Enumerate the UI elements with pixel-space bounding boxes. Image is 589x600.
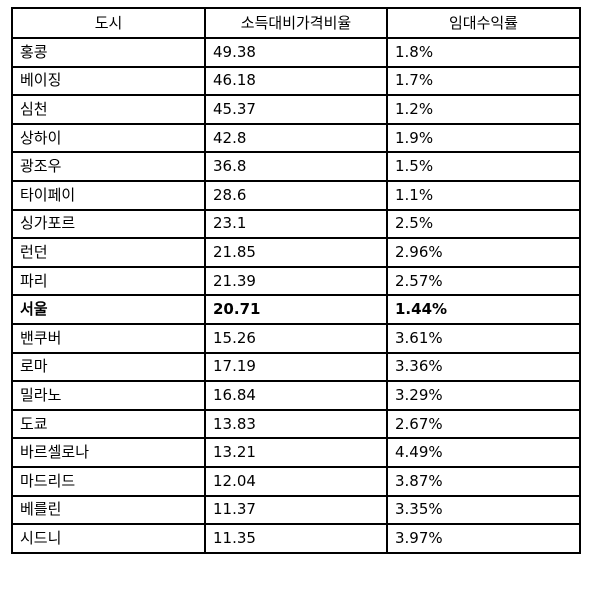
table-body: 홍콩 49.38 1.8% 베이징 46.18 1.7% 심천 45.37 1.2% 상하이 42.…	[11, 37, 581, 554]
cell-rental-yield: 3.87%	[386, 465, 581, 497]
cell-city: 도쿄	[11, 408, 206, 440]
cell-city: 광조우	[11, 151, 206, 182]
cell-rental-yield: 1.7%	[386, 65, 581, 97]
header-rental-yield: 임대수익률	[386, 7, 581, 39]
table-row: 베이징 46.18 1.7%	[11, 65, 581, 97]
cell-price-income-ratio: 15.26	[204, 322, 388, 354]
cell-rental-yield: 1.5%	[386, 151, 581, 182]
cell-price-income-ratio: 46.18	[204, 65, 388, 97]
table-row: 도쿄 13.83 2.67%	[11, 408, 581, 440]
table-row: 베를린 11.37 3.35%	[11, 494, 581, 526]
cell-price-income-ratio: 21.85	[204, 237, 388, 268]
cell-city: 타이페이	[11, 179, 206, 211]
cell-rental-yield: 2.57%	[386, 265, 581, 297]
table-row: 로마 17.19 3.36%	[11, 351, 581, 383]
cell-rental-yield: 2.96%	[386, 237, 581, 268]
table-row: 파리 21.39 2.57%	[11, 265, 581, 297]
table-row: 광조우 36.8 1.5%	[11, 151, 581, 182]
cell-city: 로마	[11, 351, 206, 383]
cell-rental-yield: 1.2%	[386, 94, 581, 125]
cell-price-income-ratio: 42.8	[204, 122, 388, 154]
cell-rental-yield: 3.35%	[386, 494, 581, 526]
cell-rental-yield: 1.9%	[386, 122, 581, 154]
table-row: 서울 20.71 1.44%	[11, 294, 581, 325]
cell-price-income-ratio: 23.1	[204, 208, 388, 240]
table-row: 바르셀로나 13.21 4.49%	[11, 437, 581, 468]
cell-price-income-ratio: 28.6	[204, 179, 388, 211]
header-row: 도시 소득대비가격비율 임대수익률	[11, 7, 581, 39]
table-row: 밀라노 16.84 3.29%	[11, 380, 581, 411]
table-row: 심천 45.37 1.2%	[11, 94, 581, 125]
cell-city: 싱가포르	[11, 208, 206, 240]
table-row: 홍콩 49.38 1.8%	[11, 37, 581, 68]
table-header: 도시 소득대비가격비율 임대수익률	[11, 7, 581, 39]
cell-price-income-ratio: 13.21	[204, 437, 388, 468]
cell-rental-yield: 3.97%	[386, 523, 581, 554]
cell-city: 런던	[11, 237, 206, 268]
cell-price-income-ratio: 49.38	[204, 37, 388, 68]
header-city: 도시	[11, 7, 206, 39]
cell-rental-yield: 2.67%	[386, 408, 581, 440]
cell-price-income-ratio: 45.37	[204, 94, 388, 125]
cell-city: 마드리드	[11, 465, 206, 497]
cell-city: 시드니	[11, 523, 206, 554]
cell-price-income-ratio: 16.84	[204, 380, 388, 411]
cell-city: 파리	[11, 265, 206, 297]
cell-city: 베를린	[11, 494, 206, 526]
table-row: 마드리드 12.04 3.87%	[11, 465, 581, 497]
cell-city: 밴쿠버	[11, 322, 206, 354]
cell-rental-yield: 4.49%	[386, 437, 581, 468]
cell-price-income-ratio: 20.71	[204, 294, 388, 325]
cell-rental-yield: 1.44%	[386, 294, 581, 325]
cell-city: 심천	[11, 94, 206, 125]
cell-rental-yield: 3.36%	[386, 351, 581, 383]
cell-price-income-ratio: 13.83	[204, 408, 388, 440]
cell-city: 상하이	[11, 122, 206, 154]
city-price-table: 도시 소득대비가격비율 임대수익률 홍콩 49.38 1.8% 베이징 46.18 1.7…	[11, 7, 581, 554]
cell-price-income-ratio: 11.37	[204, 494, 388, 526]
cell-rental-yield: 1.1%	[386, 179, 581, 211]
cell-city: 홍콩	[11, 37, 206, 68]
table-row: 싱가포르 23.1 2.5%	[11, 208, 581, 240]
cell-city: 바르셀로나	[11, 437, 206, 468]
cell-rental-yield: 3.29%	[386, 380, 581, 411]
cell-price-income-ratio: 21.39	[204, 265, 388, 297]
cell-city: 밀라노	[11, 380, 206, 411]
cell-rental-yield: 2.5%	[386, 208, 581, 240]
header-price-income-ratio: 소득대비가격비율	[204, 7, 388, 39]
cell-city: 서울	[11, 294, 206, 325]
cell-city: 베이징	[11, 65, 206, 97]
table-row: 타이페이 28.6 1.1%	[11, 179, 581, 211]
cell-price-income-ratio: 17.19	[204, 351, 388, 383]
cell-price-income-ratio: 11.35	[204, 523, 388, 554]
cell-rental-yield: 3.61%	[386, 322, 581, 354]
table-row: 시드니 11.35 3.97%	[11, 523, 581, 554]
table-row: 밴쿠버 15.26 3.61%	[11, 322, 581, 354]
table-row: 상하이 42.8 1.9%	[11, 122, 581, 154]
cell-rental-yield: 1.8%	[386, 37, 581, 68]
cell-price-income-ratio: 12.04	[204, 465, 388, 497]
table-row: 런던 21.85 2.96%	[11, 237, 581, 268]
cell-price-income-ratio: 36.8	[204, 151, 388, 182]
